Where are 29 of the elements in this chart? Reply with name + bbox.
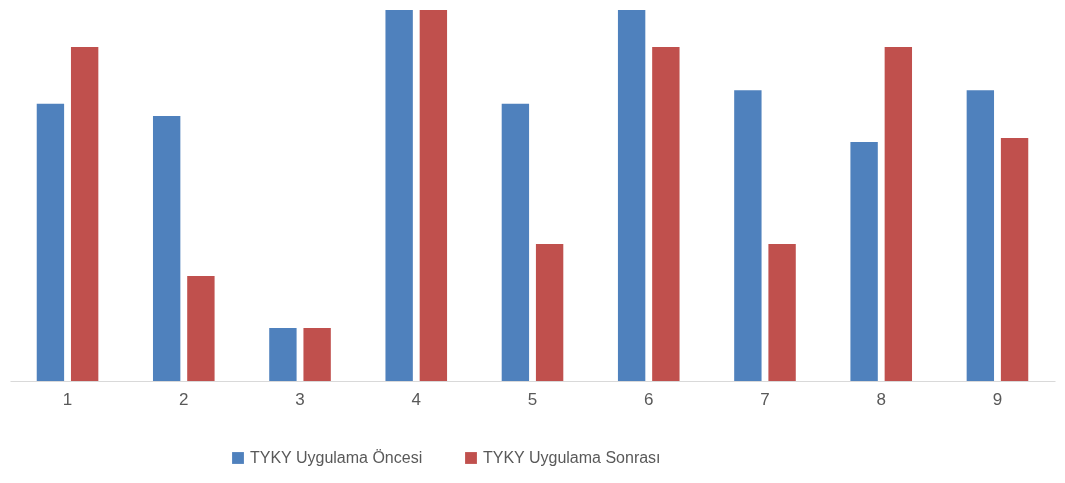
bar xyxy=(884,47,913,381)
bar xyxy=(385,10,413,381)
legend-label: TYKY Uygulama Öncesi xyxy=(250,449,423,466)
bar xyxy=(652,47,680,381)
bar xyxy=(966,90,995,381)
bar xyxy=(1000,138,1029,381)
bar xyxy=(303,327,331,381)
bar xyxy=(850,142,878,381)
x-tick-label: 4 xyxy=(411,389,421,409)
bar xyxy=(152,116,181,381)
bar xyxy=(70,47,99,381)
bar xyxy=(36,103,65,381)
x-tick-label: 7 xyxy=(760,389,770,409)
bar xyxy=(617,10,646,381)
x-tick-label: 2 xyxy=(179,389,189,409)
x-tick-label: 9 xyxy=(992,389,1003,409)
x-tick-label: 6 xyxy=(644,389,654,409)
x-tick-label: 1 xyxy=(62,389,73,409)
bar xyxy=(269,327,297,381)
bar xyxy=(535,244,564,381)
legend-label: TYKY Uygulama Sonrası xyxy=(483,449,661,466)
bar xyxy=(187,276,215,381)
bar xyxy=(501,103,530,381)
bar xyxy=(768,244,796,381)
bar xyxy=(734,90,762,381)
x-tick-label: 5 xyxy=(527,389,538,409)
x-tick-label: 8 xyxy=(876,389,886,409)
bar xyxy=(419,10,448,381)
x-tick-label: 3 xyxy=(295,389,305,409)
